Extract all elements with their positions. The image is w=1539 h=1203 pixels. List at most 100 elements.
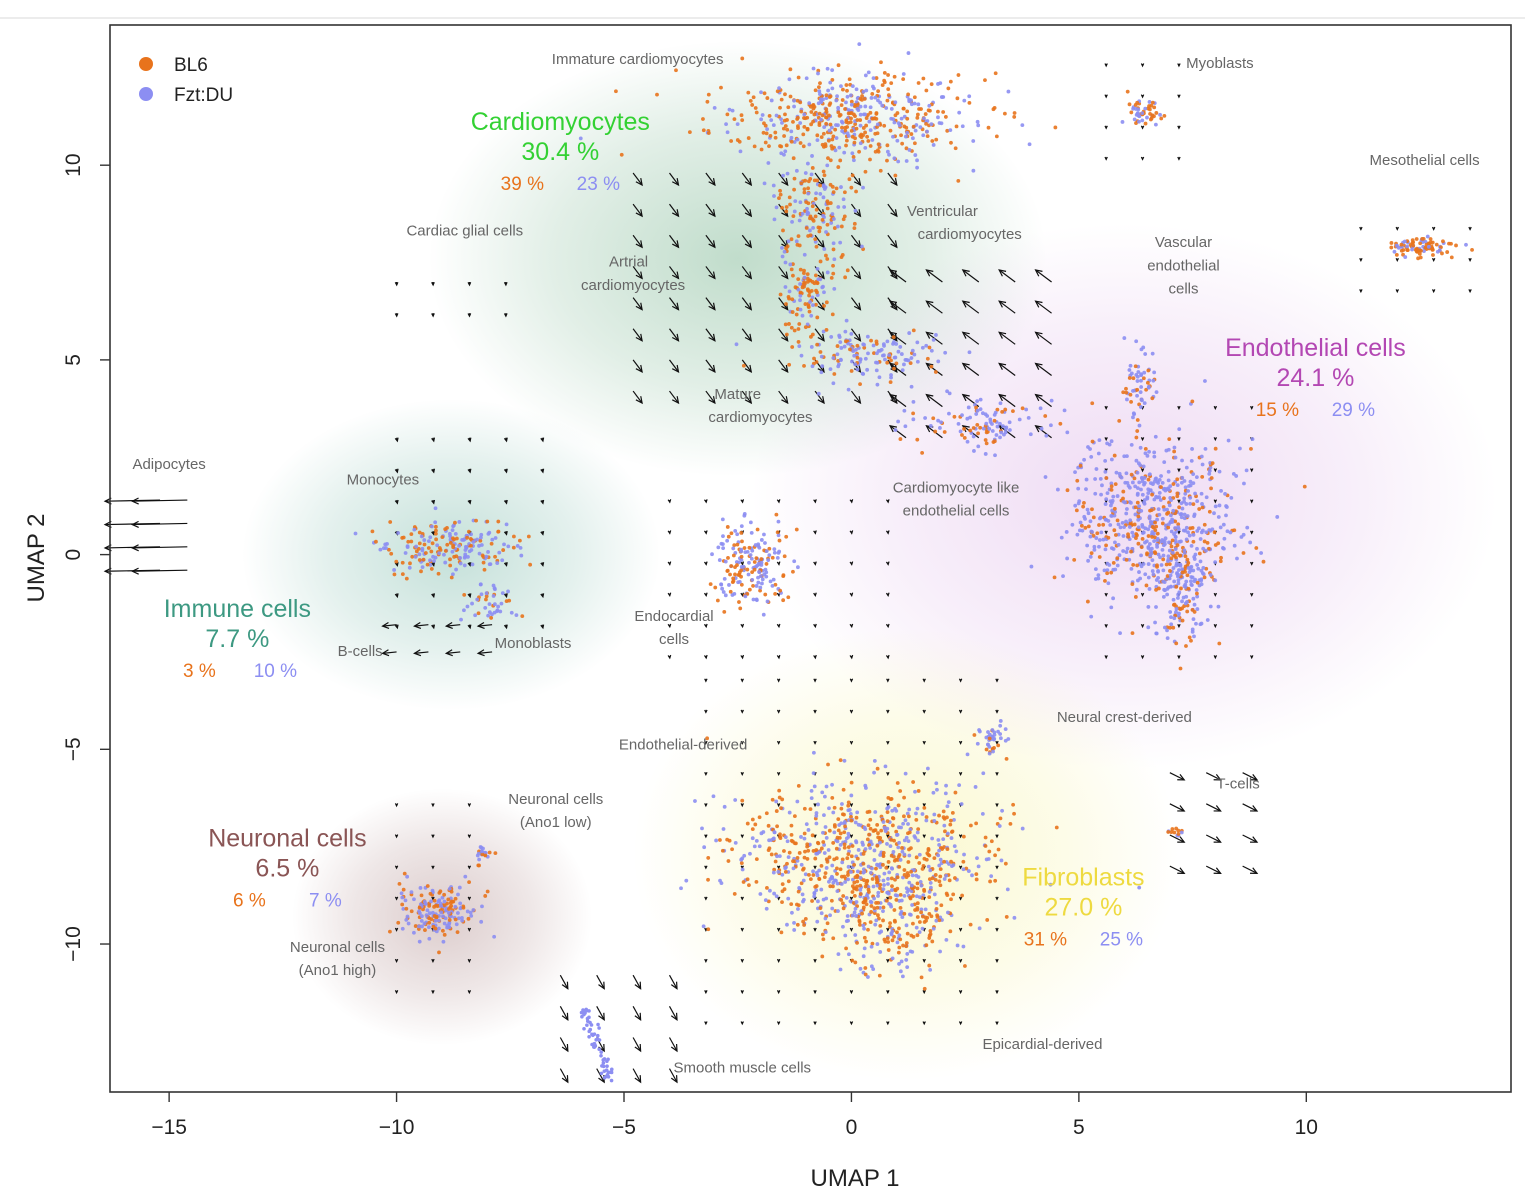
cell-point bbox=[998, 401, 1003, 406]
velocity-arrow-head bbox=[853, 271, 862, 280]
cell-point bbox=[801, 919, 806, 924]
cell-point bbox=[872, 351, 876, 356]
cell-point bbox=[852, 894, 857, 898]
velocity-arrow-head bbox=[885, 561, 890, 566]
cell-point bbox=[841, 87, 845, 92]
cell-point bbox=[490, 537, 495, 542]
cell-point bbox=[429, 524, 434, 529]
cell-point bbox=[950, 810, 955, 815]
cell-point bbox=[1142, 498, 1147, 502]
cell-point bbox=[731, 546, 736, 551]
cell-point bbox=[465, 535, 470, 540]
velocity-arrow-head bbox=[708, 333, 716, 342]
velocity-arrow-head bbox=[886, 834, 890, 839]
velocity-arrow bbox=[889, 331, 907, 345]
cell-point bbox=[882, 123, 887, 128]
cluster-label: endothelial bbox=[1147, 257, 1220, 274]
cell-point bbox=[848, 812, 853, 816]
cell-point bbox=[889, 904, 894, 909]
cell-point bbox=[1109, 514, 1114, 518]
cell-point bbox=[858, 382, 862, 387]
cell-point bbox=[896, 803, 901, 808]
cell-point bbox=[739, 524, 744, 528]
cell-point bbox=[739, 568, 744, 573]
cell-point bbox=[441, 939, 446, 944]
cell-point bbox=[1126, 534, 1131, 539]
cell-point bbox=[1082, 500, 1086, 505]
cell-point bbox=[1121, 489, 1126, 494]
velocity-arrow-head bbox=[853, 396, 862, 405]
cell-point bbox=[735, 122, 740, 127]
velocity-arrow-head bbox=[740, 771, 744, 777]
cell-point bbox=[437, 551, 442, 556]
cell-point bbox=[860, 94, 864, 98]
velocity-arrow-head bbox=[1468, 226, 1472, 231]
cell-point bbox=[417, 541, 422, 546]
cell-point bbox=[1218, 559, 1223, 564]
cell-point bbox=[814, 811, 819, 815]
velocity-arrow-head bbox=[667, 592, 672, 598]
cell-point bbox=[895, 893, 900, 898]
cell-point bbox=[752, 560, 757, 564]
cell-point bbox=[820, 954, 825, 959]
cell-point bbox=[811, 771, 816, 776]
cell-point bbox=[754, 110, 759, 115]
velocity-arrow bbox=[668, 1037, 678, 1052]
cell-point bbox=[803, 171, 808, 175]
cell-point bbox=[708, 582, 713, 587]
cell-point bbox=[432, 898, 437, 903]
cell-point bbox=[467, 880, 471, 885]
cell-point bbox=[1176, 527, 1181, 532]
cell-point bbox=[798, 282, 802, 286]
cell-point bbox=[1105, 571, 1110, 576]
cell-point bbox=[946, 86, 951, 91]
cell-point bbox=[855, 367, 860, 372]
cell-point bbox=[499, 601, 504, 606]
cell-point bbox=[792, 176, 797, 181]
cell-point bbox=[819, 135, 824, 140]
cell-point bbox=[469, 548, 474, 552]
cell-point bbox=[1183, 485, 1188, 490]
cell-point bbox=[1097, 544, 1101, 549]
cell-point bbox=[804, 226, 809, 230]
cell-point bbox=[1139, 372, 1144, 377]
cell-point bbox=[714, 838, 719, 843]
cell-point bbox=[1188, 565, 1193, 570]
cell-point bbox=[837, 145, 842, 150]
cell-point bbox=[981, 426, 986, 431]
cell-point bbox=[920, 812, 925, 816]
cell-point bbox=[1113, 510, 1117, 514]
group-name: Neuronal cells bbox=[208, 825, 366, 853]
cell-point bbox=[876, 148, 880, 153]
cell-point bbox=[992, 412, 997, 417]
cell-point bbox=[1101, 522, 1106, 527]
cell-point bbox=[794, 527, 799, 532]
cell-point bbox=[810, 295, 815, 300]
cell-point bbox=[477, 857, 482, 862]
velocity-arrow-head bbox=[1213, 468, 1218, 473]
velocity-arrow-head bbox=[925, 300, 934, 308]
cell-point bbox=[861, 842, 865, 847]
cell-point bbox=[655, 92, 659, 97]
velocity-arrow-head bbox=[1468, 289, 1472, 294]
cell-point bbox=[901, 77, 906, 81]
cell-point bbox=[747, 883, 751, 888]
cell-point bbox=[1142, 401, 1147, 406]
cell-point bbox=[453, 520, 457, 525]
cell-point bbox=[764, 811, 769, 816]
cell-point bbox=[989, 874, 994, 879]
cell-point bbox=[846, 952, 851, 957]
cell-point bbox=[1106, 581, 1111, 586]
cell-point bbox=[417, 552, 422, 557]
velocity-arrow bbox=[850, 234, 861, 248]
cell-point bbox=[511, 534, 516, 539]
cell-point bbox=[1012, 115, 1017, 119]
cell-point bbox=[1199, 582, 1204, 587]
cell-point bbox=[1106, 535, 1111, 540]
cell-point bbox=[484, 554, 489, 559]
cell-point bbox=[902, 362, 906, 367]
velocity-arrow bbox=[382, 624, 397, 627]
cell-point bbox=[1137, 504, 1142, 509]
cell-point bbox=[1204, 548, 1208, 553]
cell-point bbox=[438, 901, 443, 906]
